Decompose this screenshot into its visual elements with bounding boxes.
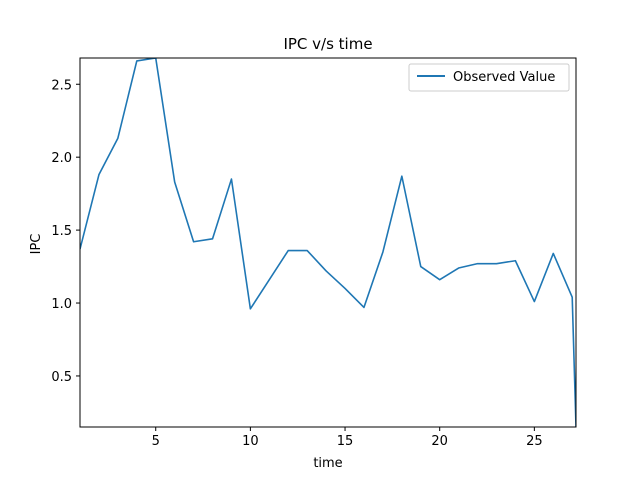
x-tick-label: 5 xyxy=(152,434,160,449)
axes-frame xyxy=(79,57,577,428)
legend-label: Observed Value xyxy=(453,70,555,85)
x-tick-label: 25 xyxy=(526,434,543,449)
y-tick-label: 2.0 xyxy=(51,151,72,166)
x-tick-label: 10 xyxy=(242,434,259,449)
x-tick-label: 20 xyxy=(431,434,448,449)
legend-box xyxy=(408,63,570,92)
y-axis-label: IPC xyxy=(29,234,44,255)
plot-area: 5 10 15 20 25 0.5 1.0 1.5 2.0 2.5 xyxy=(51,57,577,449)
y-tick-label: 1.5 xyxy=(51,224,72,239)
y-tick-label: 2.5 xyxy=(51,78,72,93)
y-tick-label: 0.5 xyxy=(51,370,72,385)
chart-title: IPC v/s time xyxy=(283,35,372,53)
legend: Observed Value xyxy=(408,63,570,92)
x-tick-label: 15 xyxy=(337,434,354,449)
series-line-0 xyxy=(80,58,576,427)
x-axis-label: time xyxy=(313,456,342,471)
y-tick-label: 1.0 xyxy=(51,297,72,312)
